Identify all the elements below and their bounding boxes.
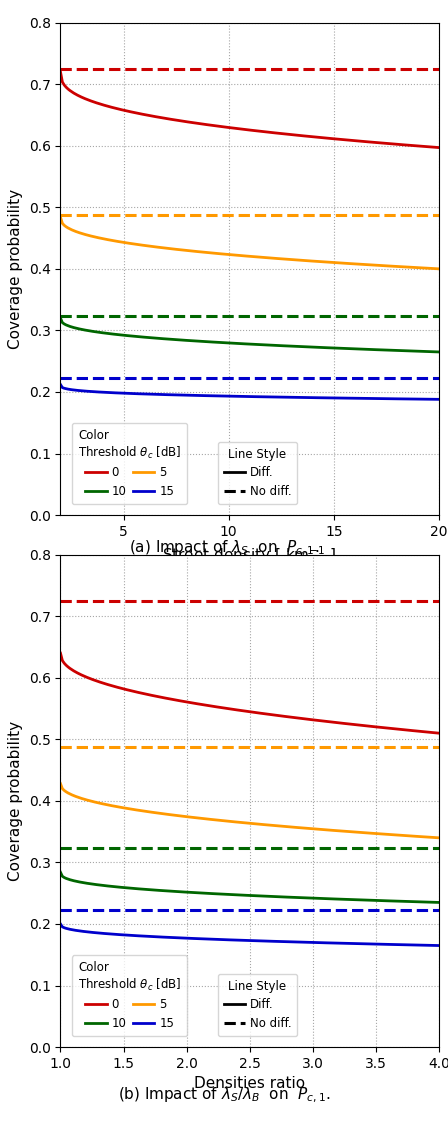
Text: (b) Impact of $\lambda_S / \lambda_B$  on  $P_{c,1}$.: (b) Impact of $\lambda_S / \lambda_B$ on… <box>118 1086 330 1106</box>
Legend: Diff., No diff.: Diff., No diff. <box>218 441 297 504</box>
Text: (a) Impact of $\lambda_S$  on  $P_{c,1}$.: (a) Impact of $\lambda_S$ on $P_{c,1}$. <box>129 538 319 558</box>
X-axis label: Densities ratio: Densities ratio <box>194 1077 306 1091</box>
Legend: Diff., No diff.: Diff., No diff. <box>218 974 297 1036</box>
X-axis label: Street density [ km$^{-1}$ ]: Street density [ km$^{-1}$ ] <box>163 544 337 566</box>
Y-axis label: Coverage probability: Coverage probability <box>8 189 23 349</box>
Y-axis label: Coverage probability: Coverage probability <box>8 721 23 881</box>
